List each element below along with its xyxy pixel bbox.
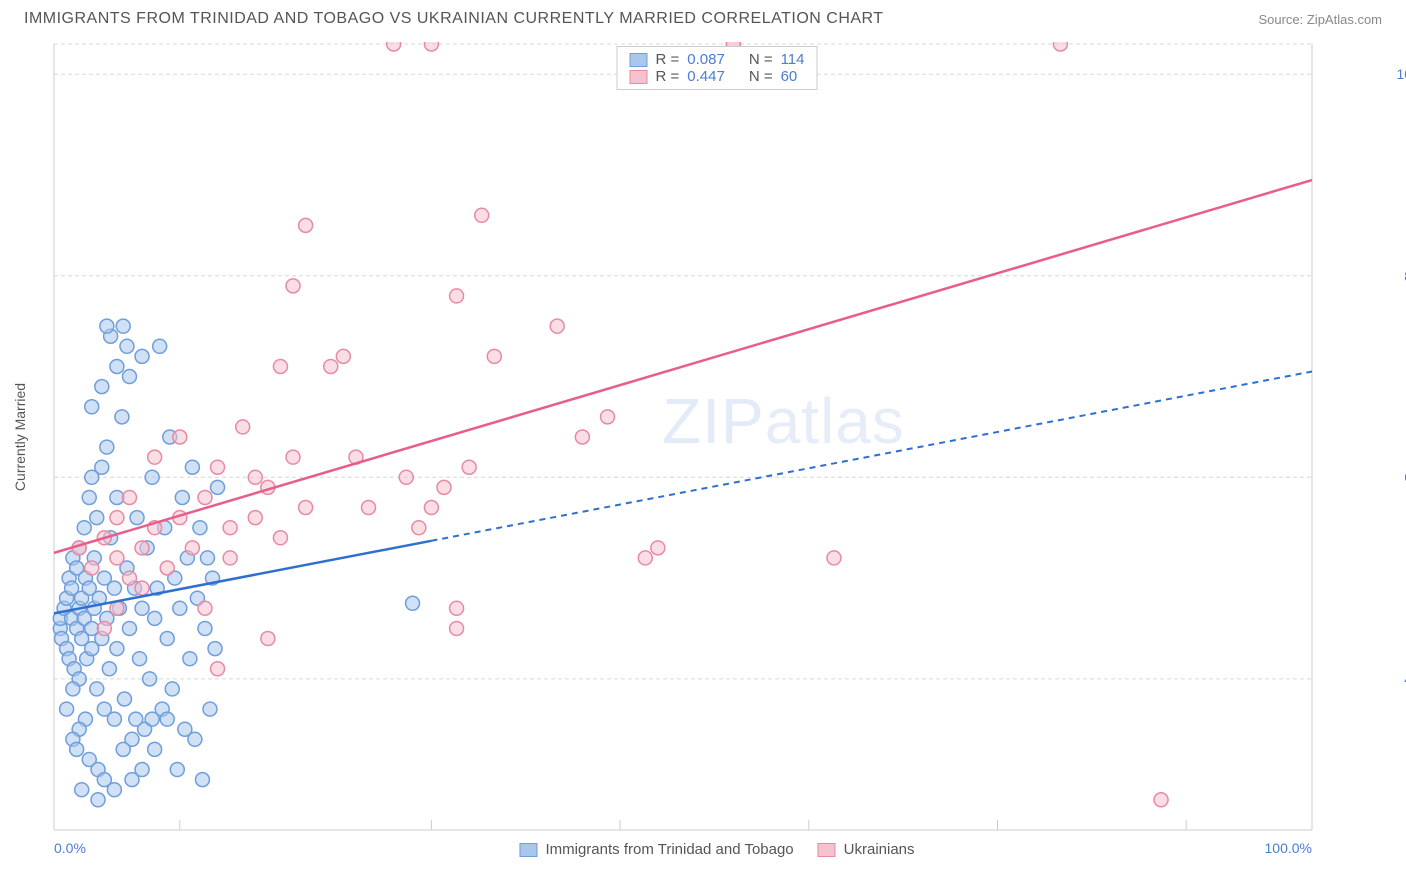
legend-n-label: N = [749, 68, 773, 85]
legend-n-value-0: 114 [781, 51, 805, 68]
legend-r-label: R = [656, 51, 680, 68]
y-axis-label: Currently Married [12, 383, 28, 491]
legend-label-trinidad: Immigrants from Trinidad and Tobago [545, 841, 793, 858]
y-tick-label: 100.0% [1397, 66, 1406, 82]
scatter-plot [52, 42, 1382, 832]
legend-swatch-ukrainian [630, 70, 648, 84]
legend-r-value-0: 0.087 [687, 51, 725, 68]
legend-r-label: R = [656, 68, 680, 85]
x-tick-label: 0.0% [54, 840, 86, 856]
chart-title: IMMIGRANTS FROM TRINIDAD AND TOBAGO VS U… [24, 10, 884, 28]
legend-n-value-1: 60 [781, 68, 798, 85]
legend-label-ukrainian: Ukrainians [844, 841, 915, 858]
chart-source: Source: ZipAtlas.com [1258, 12, 1382, 27]
x-tick-label: 100.0% [1265, 840, 1312, 856]
legend-n-label: N = [749, 51, 773, 68]
chart-area: Currently Married ZIPatlas R = 0.087 N =… [52, 42, 1382, 832]
legend-r-value-1: 0.447 [687, 68, 725, 85]
legend-swatch-ukrainian [818, 843, 836, 857]
legend-series: Immigrants from Trinidad and Tobago Ukra… [519, 841, 914, 858]
legend-swatch-trinidad [519, 843, 537, 857]
legend-stats: R = 0.087 N = 114 R = 0.447 N = 60 [617, 46, 818, 90]
chart-header: IMMIGRANTS FROM TRINIDAD AND TOBAGO VS U… [0, 0, 1406, 34]
legend-swatch-trinidad [630, 53, 648, 67]
